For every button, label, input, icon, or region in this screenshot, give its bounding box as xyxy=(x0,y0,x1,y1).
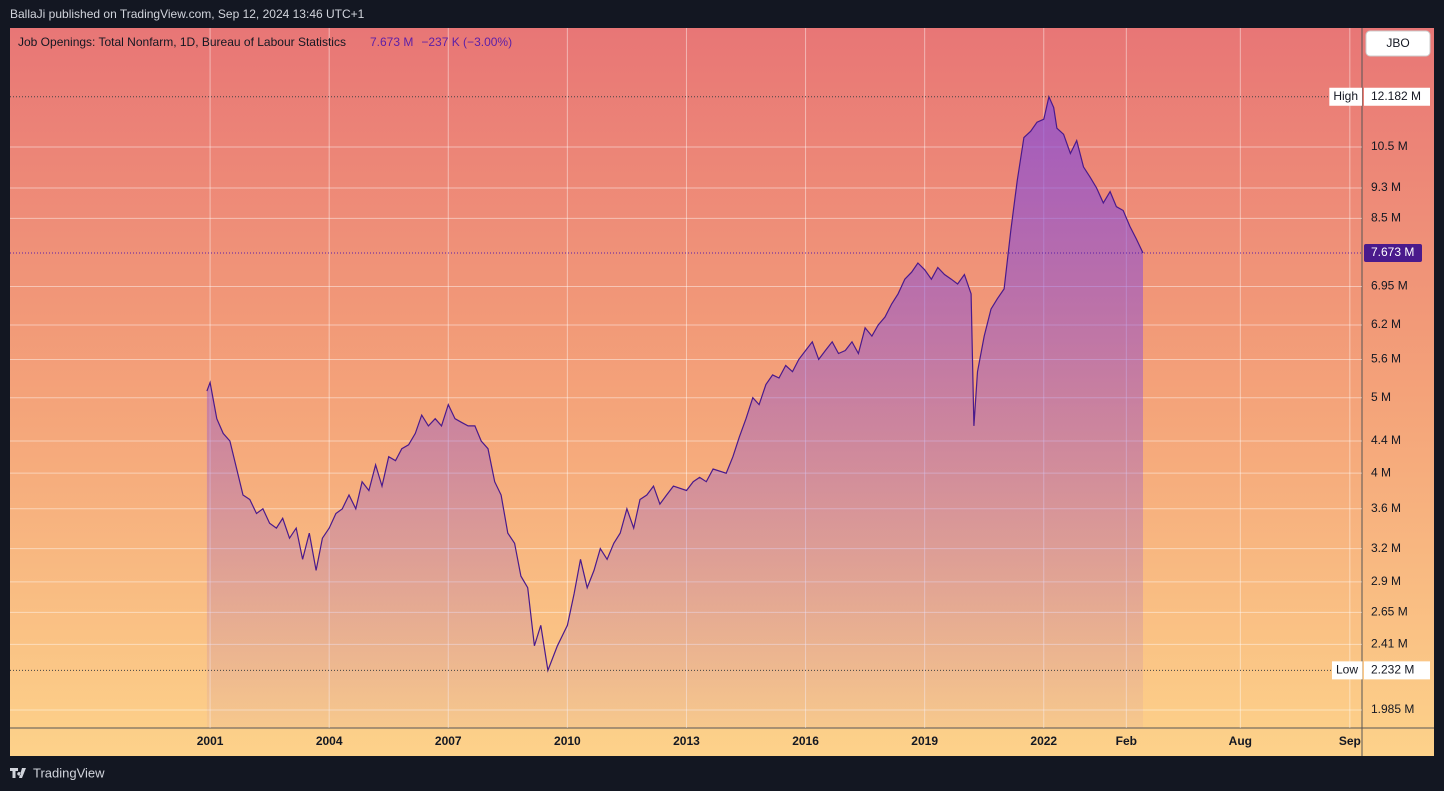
y-tick-label: 6.2 M xyxy=(1371,317,1401,331)
symbol-label[interactable]: JBO xyxy=(1386,36,1409,50)
legend-change: −237 K (−3.00%) xyxy=(421,35,512,49)
y-tick-label: 5 M xyxy=(1371,390,1391,404)
x-tick-label: 2016 xyxy=(792,734,819,748)
y-tick-label: 4 M xyxy=(1371,465,1391,479)
y-tick-label: 2.65 M xyxy=(1371,605,1408,619)
x-tick-label: 2004 xyxy=(316,734,343,748)
brand-logo xyxy=(10,768,26,778)
x-tick-label: 2022 xyxy=(1030,734,1057,748)
brand-name: TradingView xyxy=(33,765,105,780)
x-tick-label: 2001 xyxy=(197,734,224,748)
legend-value: 7.673 M xyxy=(370,35,413,49)
level-value-box xyxy=(1364,661,1430,680)
y-tick-label: 3.2 M xyxy=(1371,541,1401,555)
x-tick-label: 2010 xyxy=(554,734,581,748)
y-tick-label: 3.6 M xyxy=(1371,501,1401,515)
symbol-button[interactable] xyxy=(1365,30,1431,57)
level-label-box xyxy=(1331,661,1363,680)
legend-title: Job Openings: Total Nonfarm, 1D, Bureau … xyxy=(18,35,346,49)
level-label-box xyxy=(1329,87,1362,106)
area-line xyxy=(206,94,1144,673)
last-value-box xyxy=(1364,243,1422,262)
level-value-box xyxy=(1364,87,1430,106)
x-tick-label: Aug xyxy=(1229,734,1252,748)
last-value-label: 7.673 M xyxy=(1371,245,1414,259)
level-label: Low xyxy=(1336,663,1358,677)
y-tick-label: 10.5 M xyxy=(1371,139,1408,153)
x-tick-label: Sep xyxy=(1339,734,1361,748)
y-tick-label: 5.6 M xyxy=(1371,352,1401,366)
x-tick-label: 2007 xyxy=(435,734,462,748)
y-tick-label: 2.41 M xyxy=(1371,637,1408,651)
area-fill xyxy=(206,96,1143,729)
publisher-line: BallaJi published on TradingView.com, Se… xyxy=(10,7,365,21)
y-tick-label: 8.5 M xyxy=(1371,211,1401,225)
x-tick-label: Feb xyxy=(1116,734,1137,748)
y-tick-label: 6.95 M xyxy=(1371,279,1408,293)
x-tick-label: 2019 xyxy=(911,734,938,748)
level-value: 12.182 M xyxy=(1371,89,1421,103)
y-tick-label: 9.3 M xyxy=(1371,180,1401,194)
level-label: High xyxy=(1333,89,1358,103)
y-tick-label: 1.985 M xyxy=(1371,702,1414,716)
y-tick-label: 4.4 M xyxy=(1371,433,1401,447)
x-tick-label: 2013 xyxy=(673,734,700,748)
level-value: 2.232 M xyxy=(1371,663,1414,677)
y-tick-label: 2.9 M xyxy=(1371,574,1401,588)
